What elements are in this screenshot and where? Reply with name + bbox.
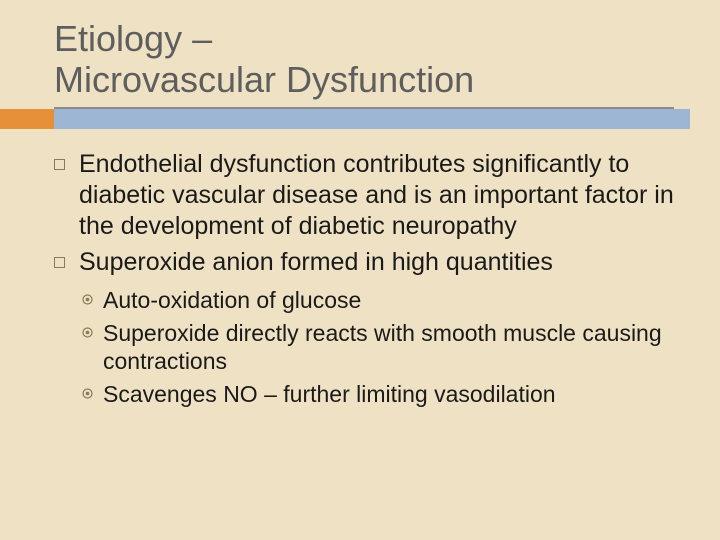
square-bullet-icon: [54, 159, 65, 170]
slide: Etiology – Microvascular Dysfunction End…: [0, 0, 720, 540]
sub-bullet-text: Scavenges NO – further limiting vasodila…: [103, 380, 556, 409]
bullet-item: Superoxide anion formed in high quantiti…: [54, 247, 680, 278]
square-bullet-icon: [54, 257, 65, 268]
sub-bullet-text: Superoxide directly reacts with smooth m…: [103, 319, 680, 377]
title-area: Etiology – Microvascular Dysfunction: [0, 0, 720, 109]
accent-blue: [54, 109, 690, 129]
accent-orange: [0, 109, 54, 129]
circle-dot-bullet-icon: [82, 327, 93, 338]
content-area: Endothelial dysfunction contributes sign…: [0, 129, 720, 409]
sub-bullet-item: Superoxide directly reacts with smooth m…: [82, 319, 680, 377]
bullet-text: Superoxide anion formed in high quantiti…: [79, 247, 553, 278]
circle-dot-bullet-icon: [82, 294, 93, 305]
title-line-1: Etiology –: [54, 18, 212, 59]
sub-bullet-item: Auto-oxidation of glucose: [82, 286, 680, 315]
accent-row: [0, 109, 720, 129]
sub-bullet-text: Auto-oxidation of glucose: [103, 286, 361, 315]
bullet-item: Endothelial dysfunction contributes sign…: [54, 149, 680, 243]
title-line-2: Microvascular Dysfunction: [54, 59, 474, 100]
slide-title: Etiology – Microvascular Dysfunction: [54, 18, 674, 109]
sub-bullet-list: Auto-oxidation of glucose Superoxide dir…: [82, 286, 680, 409]
bullet-text: Endothelial dysfunction contributes sign…: [79, 149, 680, 243]
sub-bullet-item: Scavenges NO – further limiting vasodila…: [82, 380, 680, 409]
bullet-list: Endothelial dysfunction contributes sign…: [54, 149, 680, 278]
circle-dot-bullet-icon: [82, 388, 93, 399]
